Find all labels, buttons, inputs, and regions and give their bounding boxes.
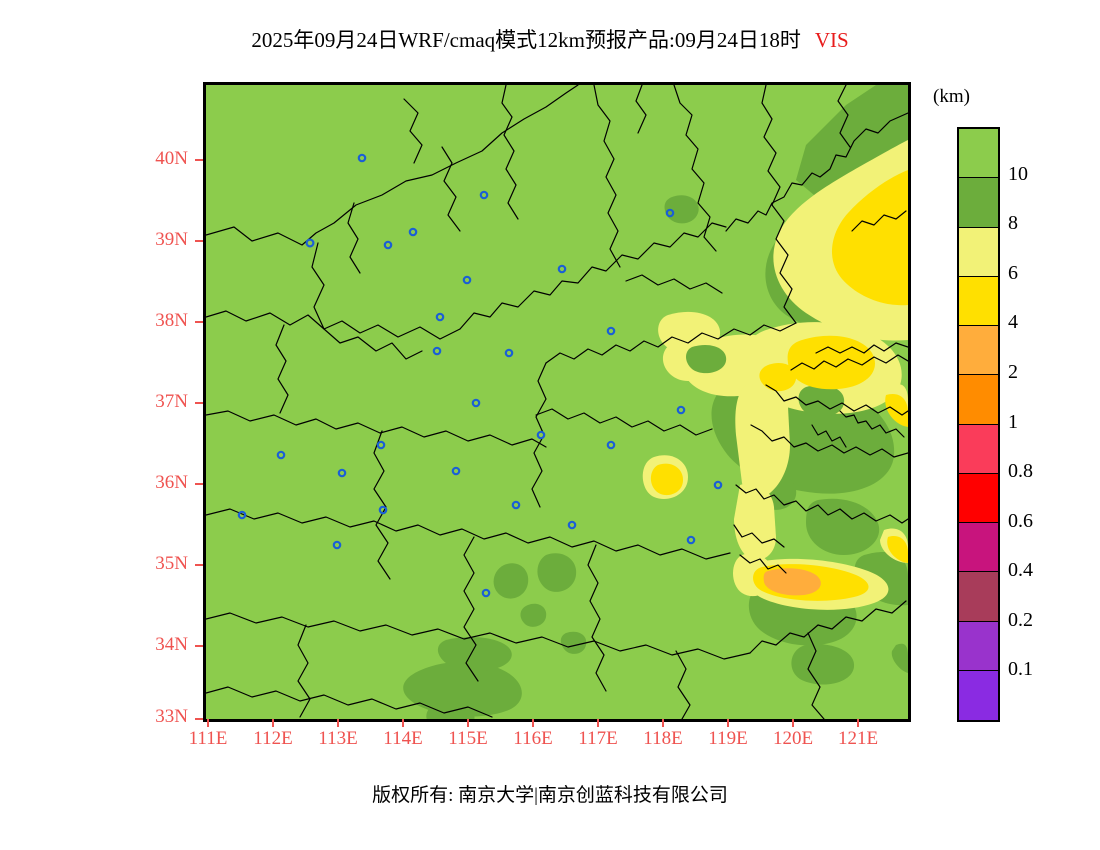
title-variable: VIS	[814, 28, 849, 52]
y-tick	[195, 159, 203, 161]
colorbar-band-5	[959, 375, 998, 425]
x-axis-label-113E: 113E	[318, 728, 358, 749]
x-tick	[402, 719, 404, 727]
colorbar-label-8: 8	[1008, 212, 1018, 235]
y-axis-label-37N: 37N	[155, 391, 188, 412]
contour-band-2-4	[763, 568, 821, 596]
x-axis-label-116E: 116E	[513, 728, 553, 749]
colorbar-label-1: 1	[1008, 410, 1018, 433]
y-axis-label-33N: 33N	[155, 706, 188, 727]
x-tick	[272, 719, 274, 727]
y-axis-label-40N: 40N	[155, 148, 188, 169]
colorbar-unit-label: (km)	[933, 86, 970, 107]
colorbar-band-7	[959, 473, 998, 523]
colorbar-band-9	[959, 572, 998, 622]
administrative-boundaries	[206, 85, 908, 719]
colorbar-band-10	[959, 621, 998, 671]
y-tick	[195, 402, 203, 404]
y-tick	[195, 483, 203, 485]
colorbar-band-3	[959, 276, 998, 326]
map-plot-area[interactable]	[203, 82, 911, 722]
y-tick	[195, 645, 203, 647]
copyright-footer: 版权所有: 南京大学|南京创蓝科技有限公司	[372, 785, 728, 806]
page-title: 2025年09月24日WRF/cmaq模式12km预报产品:09月24日18时 V…	[0, 24, 1100, 54]
x-tick	[857, 719, 859, 727]
colorbar-band-2	[959, 227, 998, 277]
x-axis-label-114E: 114E	[383, 728, 423, 749]
colorbar-label-0.8: 0.8	[1008, 460, 1033, 483]
colorbar-label-0.4: 0.4	[1008, 559, 1033, 582]
x-axis-label-121E: 121E	[837, 728, 879, 749]
colorbar-label-10: 10	[1008, 162, 1028, 185]
colorbar-label-4: 4	[1008, 311, 1018, 334]
colorbar-label-0.2: 0.2	[1008, 608, 1033, 631]
colorbar-band-11	[959, 670, 998, 720]
y-axis-label-36N: 36N	[155, 472, 188, 493]
x-axis-label-117E: 117E	[578, 728, 618, 749]
colorbar-band-1	[959, 178, 998, 228]
x-axis-label-111E: 111E	[188, 728, 228, 749]
x-axis-label-112E: 112E	[253, 728, 293, 749]
x-axis-label-120E: 120E	[772, 728, 814, 749]
x-axis-label-119E: 119E	[708, 728, 748, 749]
y-tick	[195, 718, 203, 720]
x-tick	[597, 719, 599, 727]
y-axis-label-39N: 39N	[155, 229, 188, 250]
colorbar-band-0	[959, 129, 998, 179]
y-axis-label-38N: 38N	[155, 310, 188, 331]
y-tick	[195, 321, 203, 323]
x-axis-label-115E: 115E	[448, 728, 488, 749]
x-axis-label-118E: 118E	[643, 728, 683, 749]
colorbar[interactable]	[957, 127, 1000, 722]
title-text: 2025年09月24日WRF/cmaq模式12km预报产品:09月24日18时	[251, 28, 801, 52]
x-tick	[467, 719, 469, 727]
x-tick	[207, 719, 209, 727]
colorbar-band-4	[959, 326, 998, 376]
colorbar-band-8	[959, 523, 998, 573]
city-lake-markers	[237, 153, 723, 598]
visibility-contour-map	[206, 85, 908, 719]
colorbar-label-0.6: 0.6	[1008, 509, 1033, 532]
x-tick	[727, 719, 729, 727]
colorbar-label-0.1: 0.1	[1008, 658, 1033, 681]
y-tick	[195, 240, 203, 242]
y-tick	[195, 564, 203, 566]
x-tick	[662, 719, 664, 727]
y-axis-label-34N: 34N	[155, 634, 188, 655]
x-tick	[532, 719, 534, 727]
x-tick	[337, 719, 339, 727]
x-tick	[792, 719, 794, 727]
colorbar-label-2: 2	[1008, 360, 1018, 383]
y-axis-label-35N: 35N	[155, 553, 188, 574]
colorbar-band-6	[959, 424, 998, 474]
colorbar-label-6: 6	[1008, 261, 1018, 284]
